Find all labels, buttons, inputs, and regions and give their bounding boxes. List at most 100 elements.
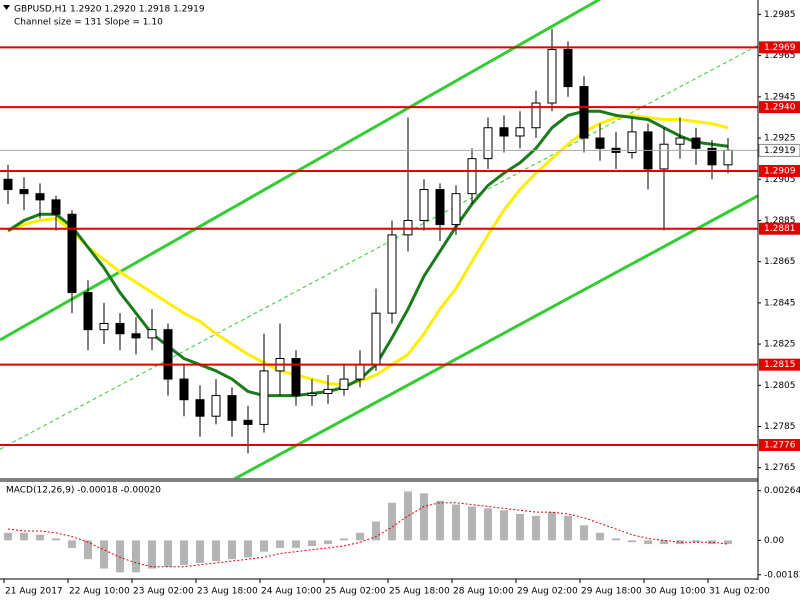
macd-bar [100, 540, 108, 569]
macd-bar [196, 540, 204, 563]
candle-body [179, 378, 189, 401]
candle-body [579, 86, 589, 139]
candle-body [355, 364, 365, 380]
macd-bar [404, 491, 412, 541]
macd-bar [724, 540, 732, 545]
x-tick-label: 25 Aug 02:00 [325, 587, 386, 597]
macd-y-tick-label: 0.00264 [764, 486, 800, 496]
macd-bar [356, 532, 364, 541]
candle-body [291, 358, 301, 397]
macd-bar [228, 540, 236, 560]
macd-panel [4, 491, 732, 573]
macd-bar [148, 540, 156, 569]
candle-body [403, 219, 413, 236]
level-label-box [759, 101, 800, 114]
macd-bar [468, 506, 476, 541]
candle-body [515, 127, 525, 137]
dropdown-icon [3, 5, 10, 10]
level-label: 1.2969 [764, 43, 796, 53]
macd-bar [276, 540, 284, 548]
x-tick-label: 28 Aug 10:00 [453, 587, 514, 597]
macd-bar [324, 540, 332, 545]
macd-bar [500, 510, 508, 541]
current-price-label: 1.2919 [764, 146, 796, 156]
candle-body [115, 322, 125, 335]
candle-body [467, 158, 477, 195]
moving-average [7, 109, 729, 398]
current-price-box [758, 143, 800, 157]
candle-body [323, 388, 333, 395]
x-tick-label: 29 Aug 18:00 [581, 587, 642, 597]
macd-bar [388, 502, 396, 541]
macd-bar [292, 540, 300, 548]
macd-y-tick-label: -0.00183 [764, 570, 800, 580]
candle-body [83, 292, 93, 331]
candle-body [707, 147, 717, 166]
x-tick-label: 30 Aug 10:00 [645, 587, 706, 597]
candle-body [595, 137, 605, 149]
x-tick-label: 25 Aug 18:00 [389, 587, 450, 597]
macd-bar [452, 504, 460, 541]
y-tick-label: 1.2785 [764, 422, 796, 432]
level-label: 1.2776 [764, 441, 796, 451]
macd-bar [484, 508, 492, 541]
candle-body [3, 178, 13, 191]
candle-body [435, 189, 445, 226]
y-tick-label: 1.2965 [764, 51, 796, 61]
candle-body [19, 189, 29, 195]
macd-bar [692, 540, 700, 543]
candle-body [163, 329, 173, 380]
channel-line [233, 194, 758, 478]
level-label: 1.2881 [764, 224, 796, 234]
candle-body [51, 199, 61, 215]
macd-bar [516, 514, 524, 541]
x-tick-label: 31 Aug 02:00 [709, 587, 770, 597]
candle-body [211, 395, 221, 417]
x-tick-label: 22 Aug 10:00 [69, 587, 130, 597]
level-label-box [759, 439, 800, 452]
level-label-box [759, 165, 800, 178]
x-tick-label: 23 Aug 18:00 [197, 587, 258, 597]
candle-body [371, 312, 381, 366]
candle-body [627, 131, 637, 153]
macd-bar [644, 540, 652, 545]
y-tick-label: 1.2945 [764, 92, 796, 102]
candle-body [723, 149, 733, 166]
macd-bar [20, 532, 28, 541]
macd-bar [708, 540, 716, 545]
y-tick-label: 1.2905 [764, 175, 796, 185]
candle-body [227, 395, 237, 421]
y-tick-label: 1.2865 [764, 257, 796, 267]
macd-y-tick-label: 0.00 [764, 536, 784, 546]
candle-body [451, 193, 461, 226]
macd-bar [548, 512, 556, 541]
macd-bar [628, 540, 636, 543]
x-tick-label: 21 Aug 2017 [5, 587, 63, 597]
y-tick-label: 1.2845 [764, 298, 796, 308]
y-tick-label: 1.2885 [764, 216, 796, 226]
candle-body [99, 322, 109, 331]
x-tick-label: 23 Aug 02:00 [133, 587, 194, 597]
candle-body [499, 127, 509, 137]
macd-signal [7, 502, 729, 568]
moving-average [7, 113, 729, 387]
macd-bar [580, 525, 588, 541]
x-tick-label: 29 Aug 02:00 [517, 587, 578, 597]
candle-body [691, 137, 701, 149]
macd-bar [212, 540, 220, 562]
candle-body [131, 333, 141, 339]
level-label-box [759, 222, 800, 235]
macd-bar [660, 540, 668, 545]
chart-title: GBPUSD,H1 1.2920 1.2920 1.2918 1.2919 [14, 5, 205, 15]
candle-body [259, 370, 269, 425]
macd-bar [180, 540, 188, 565]
macd-bar [132, 540, 140, 573]
candle-body [531, 102, 541, 129]
macd-bar [532, 515, 540, 541]
macd-bar [164, 540, 172, 567]
macd-bar [84, 540, 92, 560]
macd-bar [68, 540, 76, 548]
